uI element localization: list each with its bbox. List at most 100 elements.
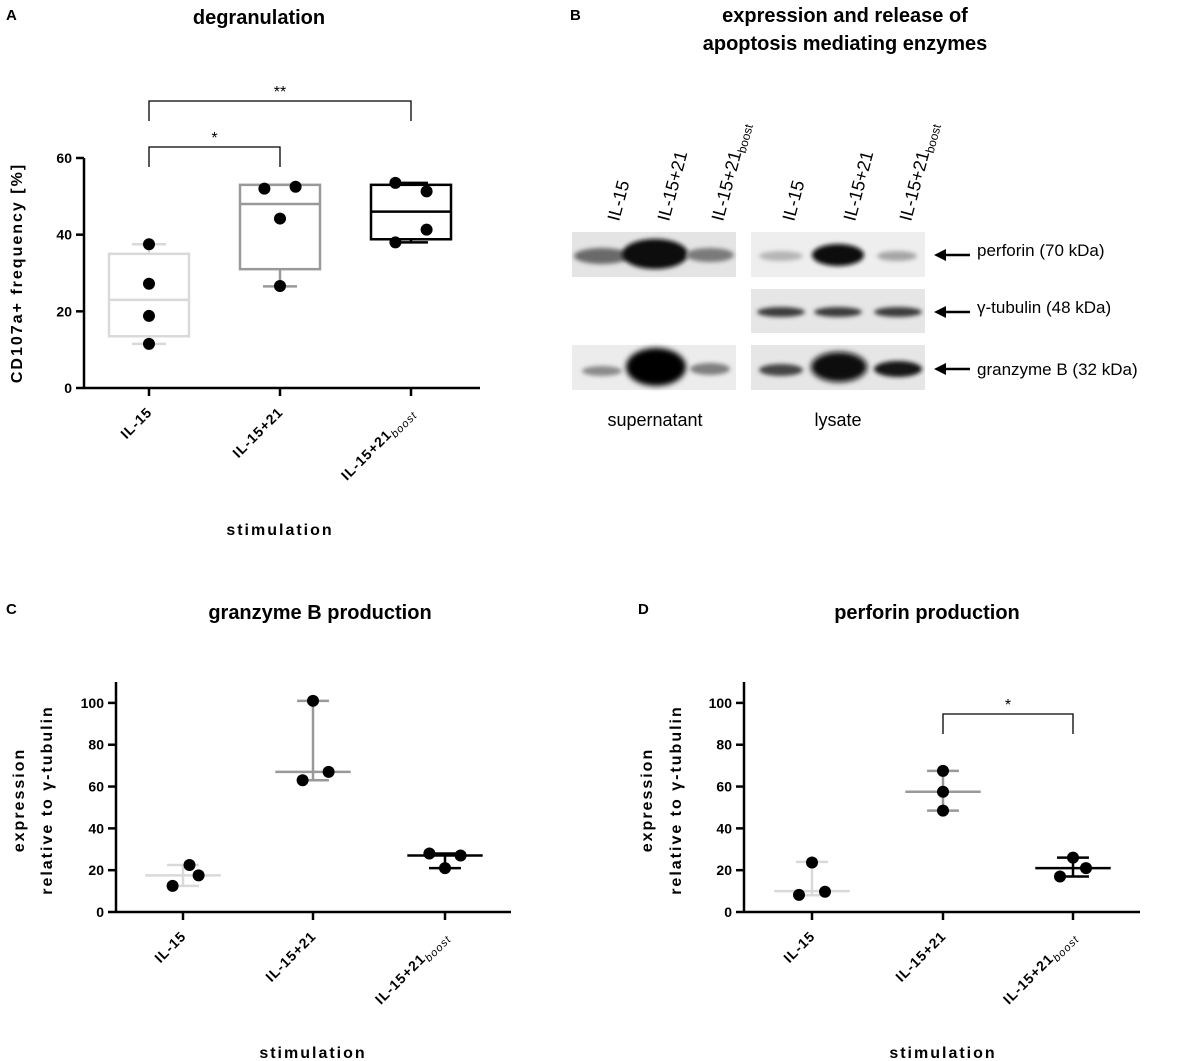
y-tick-label: 40: [56, 227, 72, 243]
lane-label: IL-15+21boost: [708, 120, 757, 224]
y-tick-label: 40: [88, 820, 104, 836]
lane-labels-lysate: IL-15 IL-15+21 IL-15+21boost: [779, 120, 945, 224]
panel-a-ylabel: CD107a+ frequency [%]: [9, 163, 26, 383]
data-point: [274, 280, 286, 293]
panel-a-letter: A: [6, 7, 17, 24]
x-tick-label-sub: boost: [389, 409, 420, 440]
panel-b-letter: B: [570, 7, 581, 24]
box: [238, 183, 322, 271]
y-tick-label: 20: [88, 862, 104, 878]
fraction-label-lysate: lysate: [814, 410, 861, 430]
x-tick-label: IL-15+21boost: [372, 928, 454, 1010]
protein-labels: perforin (70 kDa) γ-tubulin (48 kDa) gra…: [934, 241, 1138, 379]
band: [811, 352, 867, 382]
panel-d-letter: D: [638, 601, 649, 618]
band: [626, 348, 686, 386]
data-point: [166, 879, 179, 892]
band: [686, 248, 734, 262]
data-point: [1054, 870, 1066, 883]
lane-label: IL-15: [779, 178, 809, 223]
significance-label: **: [274, 84, 286, 101]
band: [812, 244, 864, 266]
data-point: [322, 765, 335, 778]
x-tick-label-main: IL-15+21: [1000, 950, 1057, 1007]
x-tick-label-main: IL-15: [151, 928, 189, 966]
panel-a-xlabel: stimulation: [226, 522, 333, 539]
arrow-icon: [934, 306, 970, 318]
x-tick-label-main: IL-15+21: [892, 928, 949, 985]
y-tick-label: 100: [81, 695, 105, 711]
y-tick-label: 60: [88, 779, 104, 795]
data-point: [454, 849, 467, 862]
protein-label-granzyme: granzyme B (32 kDa): [977, 360, 1138, 379]
data-point: [806, 856, 818, 869]
data-point: [389, 236, 402, 249]
x-tick-label: IL-15+21boost: [1000, 928, 1082, 1010]
x-tick-label-main: IL-15+21: [229, 404, 286, 461]
box: [107, 252, 191, 338]
protein-label-tubulin: γ-tubulin (48 kDa): [977, 298, 1111, 317]
data-point: [423, 847, 436, 860]
x-tick-label-main: IL-15+21: [372, 950, 429, 1007]
significance-label: *: [1005, 697, 1011, 714]
data-point: [1067, 851, 1079, 864]
x-tick-label: IL-15: [151, 928, 189, 966]
blot-lysate-tubulin: [751, 289, 925, 333]
data-point: [420, 223, 433, 236]
data-point: [937, 804, 949, 817]
data-point: [183, 858, 196, 871]
data-point: [937, 764, 949, 777]
data-point: [274, 212, 286, 225]
panel-d-ylabel-line1: expression: [639, 748, 656, 852]
band: [759, 364, 803, 376]
fraction-label-supernatant: supernatant: [607, 410, 702, 430]
data-point: [793, 888, 805, 901]
panel-c-letter: C: [6, 601, 17, 618]
x-tick-label-sub: boost: [423, 933, 454, 964]
blot-lysate-granzyme: [751, 345, 925, 390]
data-point: [143, 309, 155, 322]
panel-a: A degranulation 0 20 40 60 IL-15 IL-15+21 IL-1…: [6, 7, 480, 539]
x-tick-label-main: IL-15+21: [262, 928, 319, 985]
y-tick-label: 0: [96, 904, 104, 920]
significance-label: *: [211, 130, 217, 147]
blot-lysate-perforin: [751, 232, 925, 277]
x-tick-label: IL-15+21: [229, 404, 286, 461]
x-tick-label-main: IL-15: [117, 404, 155, 442]
y-tick-label: 80: [88, 737, 104, 753]
y-tick-label: 20: [56, 303, 72, 319]
x-tick-label-main: IL-15+21: [338, 426, 395, 483]
band: [874, 307, 922, 317]
y-tick-label: 0: [64, 380, 72, 396]
x-tick-label: IL-15+21: [262, 928, 319, 985]
data-point: [307, 694, 319, 707]
y-tick-label: 40: [716, 820, 732, 836]
protein-label-perforin: perforin (70 kDa): [977, 241, 1105, 260]
panel-a-title: degranulation: [193, 7, 325, 29]
x-tick-label-main: IL-15: [780, 928, 818, 966]
panel-d-title: perforin production: [834, 602, 1020, 624]
arrow-icon: [934, 249, 970, 261]
data-point: [143, 238, 155, 251]
data-point: [143, 277, 155, 290]
band: [874, 361, 922, 377]
blot-supernatant-granzyme: [572, 345, 736, 390]
lane-label: IL-15+21boost: [896, 120, 945, 224]
panel-d-xlabel: stimulation: [889, 1045, 996, 1061]
panel-c-title: granzyme B production: [208, 602, 431, 624]
band: [622, 239, 688, 269]
data-point: [143, 337, 155, 350]
data-point: [819, 885, 831, 898]
panel-c: C granzyme B production 0 20 40 60 80 100 IL-1…: [6, 601, 511, 1061]
data-point: [289, 180, 302, 193]
panel-c-ylabel-line2: relative to γ-tubulin: [39, 705, 56, 895]
x-tick-label: IL-15: [117, 404, 155, 442]
band: [877, 251, 917, 261]
band: [814, 307, 862, 317]
y-tick-label: 60: [56, 150, 72, 166]
band: [690, 363, 730, 375]
data-point: [192, 869, 205, 882]
y-tick-label: 100: [709, 695, 733, 711]
